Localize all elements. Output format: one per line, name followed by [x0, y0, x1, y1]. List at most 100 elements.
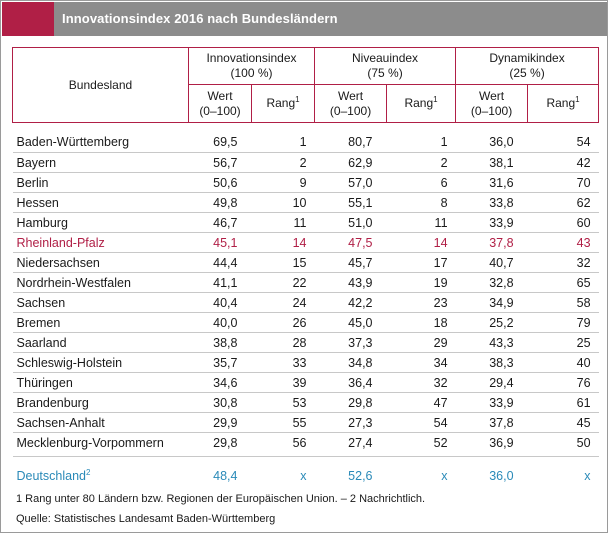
wert-label: Wert — [207, 88, 233, 103]
wert-cell: 38,3 — [455, 352, 528, 373]
rang-cell: 54 — [576, 135, 591, 150]
header-group-dynamikindex: Dynamikindex (25 %) — [455, 47, 600, 85]
wert-cell: 29,8 — [188, 432, 252, 453]
rang-cell: 52 — [386, 432, 456, 453]
header-bundesland: Bundesland — [12, 47, 189, 123]
table-row: Berlin 50,6 9 57,0 6 31,6 70 — [12, 172, 599, 193]
wert-cell: 45,0 — [314, 312, 387, 333]
rang-cell: 53 — [251, 392, 315, 413]
rang-cell: 24 — [251, 292, 315, 313]
total-rang-cell: x — [584, 468, 591, 483]
bundesland-name: Hessen — [12, 192, 189, 213]
rang-cell: 22 — [251, 272, 315, 293]
group-name: Dynamikindex — [489, 51, 565, 65]
rang-cell: 32 — [527, 252, 599, 273]
table-row: Baden-Württemberg 69,5 1 80,7 1 36,0 54 — [13, 133, 599, 153]
bundesland-name: Sachsen-Anhalt — [12, 412, 189, 433]
wert-range: (0–100) — [199, 103, 241, 118]
rang-cell: 79 — [527, 312, 599, 333]
rang-cell: 45 — [527, 412, 599, 433]
wert-range: (0–100) — [329, 103, 372, 118]
group-weight: (75 %) — [367, 66, 403, 80]
rang-cell: 14 — [251, 232, 315, 253]
bundesland-name: Thüringen — [12, 372, 189, 393]
table-row: Mecklenburg-Vorpommern 29,8 56 27,4 52 36,9 50 — [12, 432, 599, 453]
table-row: Thüringen 34,6 39 36,4 32 29,4 76 — [12, 372, 599, 393]
table-row: Sachsen-Anhalt 29,9 55 27,3 54 37,8 45 — [12, 412, 599, 433]
source-text: Quelle: Statistisches Landesamt Baden-Wü… — [16, 513, 276, 525]
header-wert: Wert (0–100) — [188, 84, 252, 123]
rang-label: Rang — [404, 96, 434, 110]
header-rang: Rang1 — [386, 84, 457, 123]
bundesland-name: Mecklenburg-Vorpommern — [12, 432, 189, 453]
footnote-text: 1 Rang unter 80 Ländern bzw. Regionen de… — [16, 493, 426, 505]
table-row: Niedersachsen 44,4 15 45,7 17 40,7 32 — [12, 252, 599, 273]
bundesland-name: Niedersachsen — [12, 252, 189, 273]
bundesland-name: Rheinland-Pfalz — [12, 232, 189, 253]
wert-cell: 80,7 — [348, 135, 373, 150]
table-body: Baden-Württemberg 69,5 1 80,7 1 36,0 54 Bayern 5… — [12, 123, 599, 487]
rang-cell: 2 — [251, 152, 315, 173]
wert-cell: 51,0 — [314, 212, 387, 233]
rang-cell: 54 — [386, 412, 456, 433]
wert-cell: 29,4 — [455, 372, 528, 393]
bundesland-name: Baden-Württemberg — [16, 135, 130, 150]
rang-cell: 9 — [251, 172, 315, 193]
bundesland-name: Bremen — [12, 312, 189, 333]
wert-cell: 30,8 — [188, 392, 252, 413]
rang-label: Rang — [546, 96, 576, 110]
rang-cell: 43 — [527, 232, 599, 253]
wert-label: Wert — [478, 88, 505, 103]
wert-cell: 43,9 — [314, 272, 387, 293]
footnotes: 1 Rang unter 80 Ländern bzw. Regionen de… — [16, 489, 425, 529]
rang-cell: 10 — [251, 192, 315, 213]
wert-cell: 29,8 — [314, 392, 387, 413]
rang-cell: 55 — [251, 412, 315, 433]
group-name: Innovationsindex — [206, 51, 297, 65]
divider-row — [12, 452, 599, 457]
total-name: Deutschland2 — [13, 465, 189, 487]
rang-cell: 15 — [251, 252, 315, 273]
wert-cell: 55,1 — [314, 192, 387, 213]
rang-cell: 76 — [527, 372, 599, 393]
spacer-row — [13, 457, 599, 465]
header-wert: Wert (0–100) — [455, 84, 529, 123]
wert-cell: 29,9 — [188, 412, 252, 433]
rang-cell: 61 — [527, 392, 599, 413]
wert-cell: 27,4 — [314, 432, 387, 453]
group-name: Niveauindex — [352, 51, 419, 65]
rang-cell: 56 — [251, 432, 315, 453]
group-weight: (25 %) — [509, 66, 545, 80]
spacer-row — [13, 123, 599, 133]
wert-cell: 33,9 — [455, 392, 528, 413]
rang-cell: 28 — [251, 332, 315, 353]
rang-cell: 6 — [386, 172, 456, 193]
rang-cell: 26 — [251, 312, 315, 333]
rang-cell: 65 — [527, 272, 599, 293]
header-wert: Wert (0–100) — [314, 84, 388, 123]
wert-cell: 38,8 — [188, 332, 252, 353]
wert-cell: 43,3 — [455, 332, 528, 353]
wert-cell: 33,8 — [455, 192, 528, 213]
rang-cell: 14 — [386, 232, 456, 253]
wert-cell: 45,1 — [188, 232, 252, 253]
total-footnote-mark: 2 — [86, 467, 91, 477]
rang-cell: 8 — [386, 192, 456, 213]
header-rang: Rang1 — [527, 84, 600, 123]
rang-cell: 60 — [527, 212, 599, 233]
wert-cell: 44,4 — [188, 252, 252, 273]
rang-cell: 23 — [386, 292, 456, 313]
rang-cell: 11 — [251, 212, 315, 233]
rang-cell: 58 — [527, 292, 599, 313]
rang-cell: 40 — [527, 352, 599, 373]
table-row: Sachsen 40,4 24 42,2 23 34,9 58 — [12, 292, 599, 313]
wert-cell: 42,2 — [314, 292, 387, 313]
wert-cell: 32,8 — [455, 272, 528, 293]
table-row: Schleswig-Holstein 35,7 33 34,8 34 38,3 40 — [12, 352, 599, 373]
wert-cell: 38,1 — [455, 152, 528, 173]
rang-cell: 39 — [251, 372, 315, 393]
wert-cell: 36,0 — [489, 135, 514, 150]
wert-cell: 33,9 — [455, 212, 528, 233]
wert-cell: 34,6 — [188, 372, 252, 393]
